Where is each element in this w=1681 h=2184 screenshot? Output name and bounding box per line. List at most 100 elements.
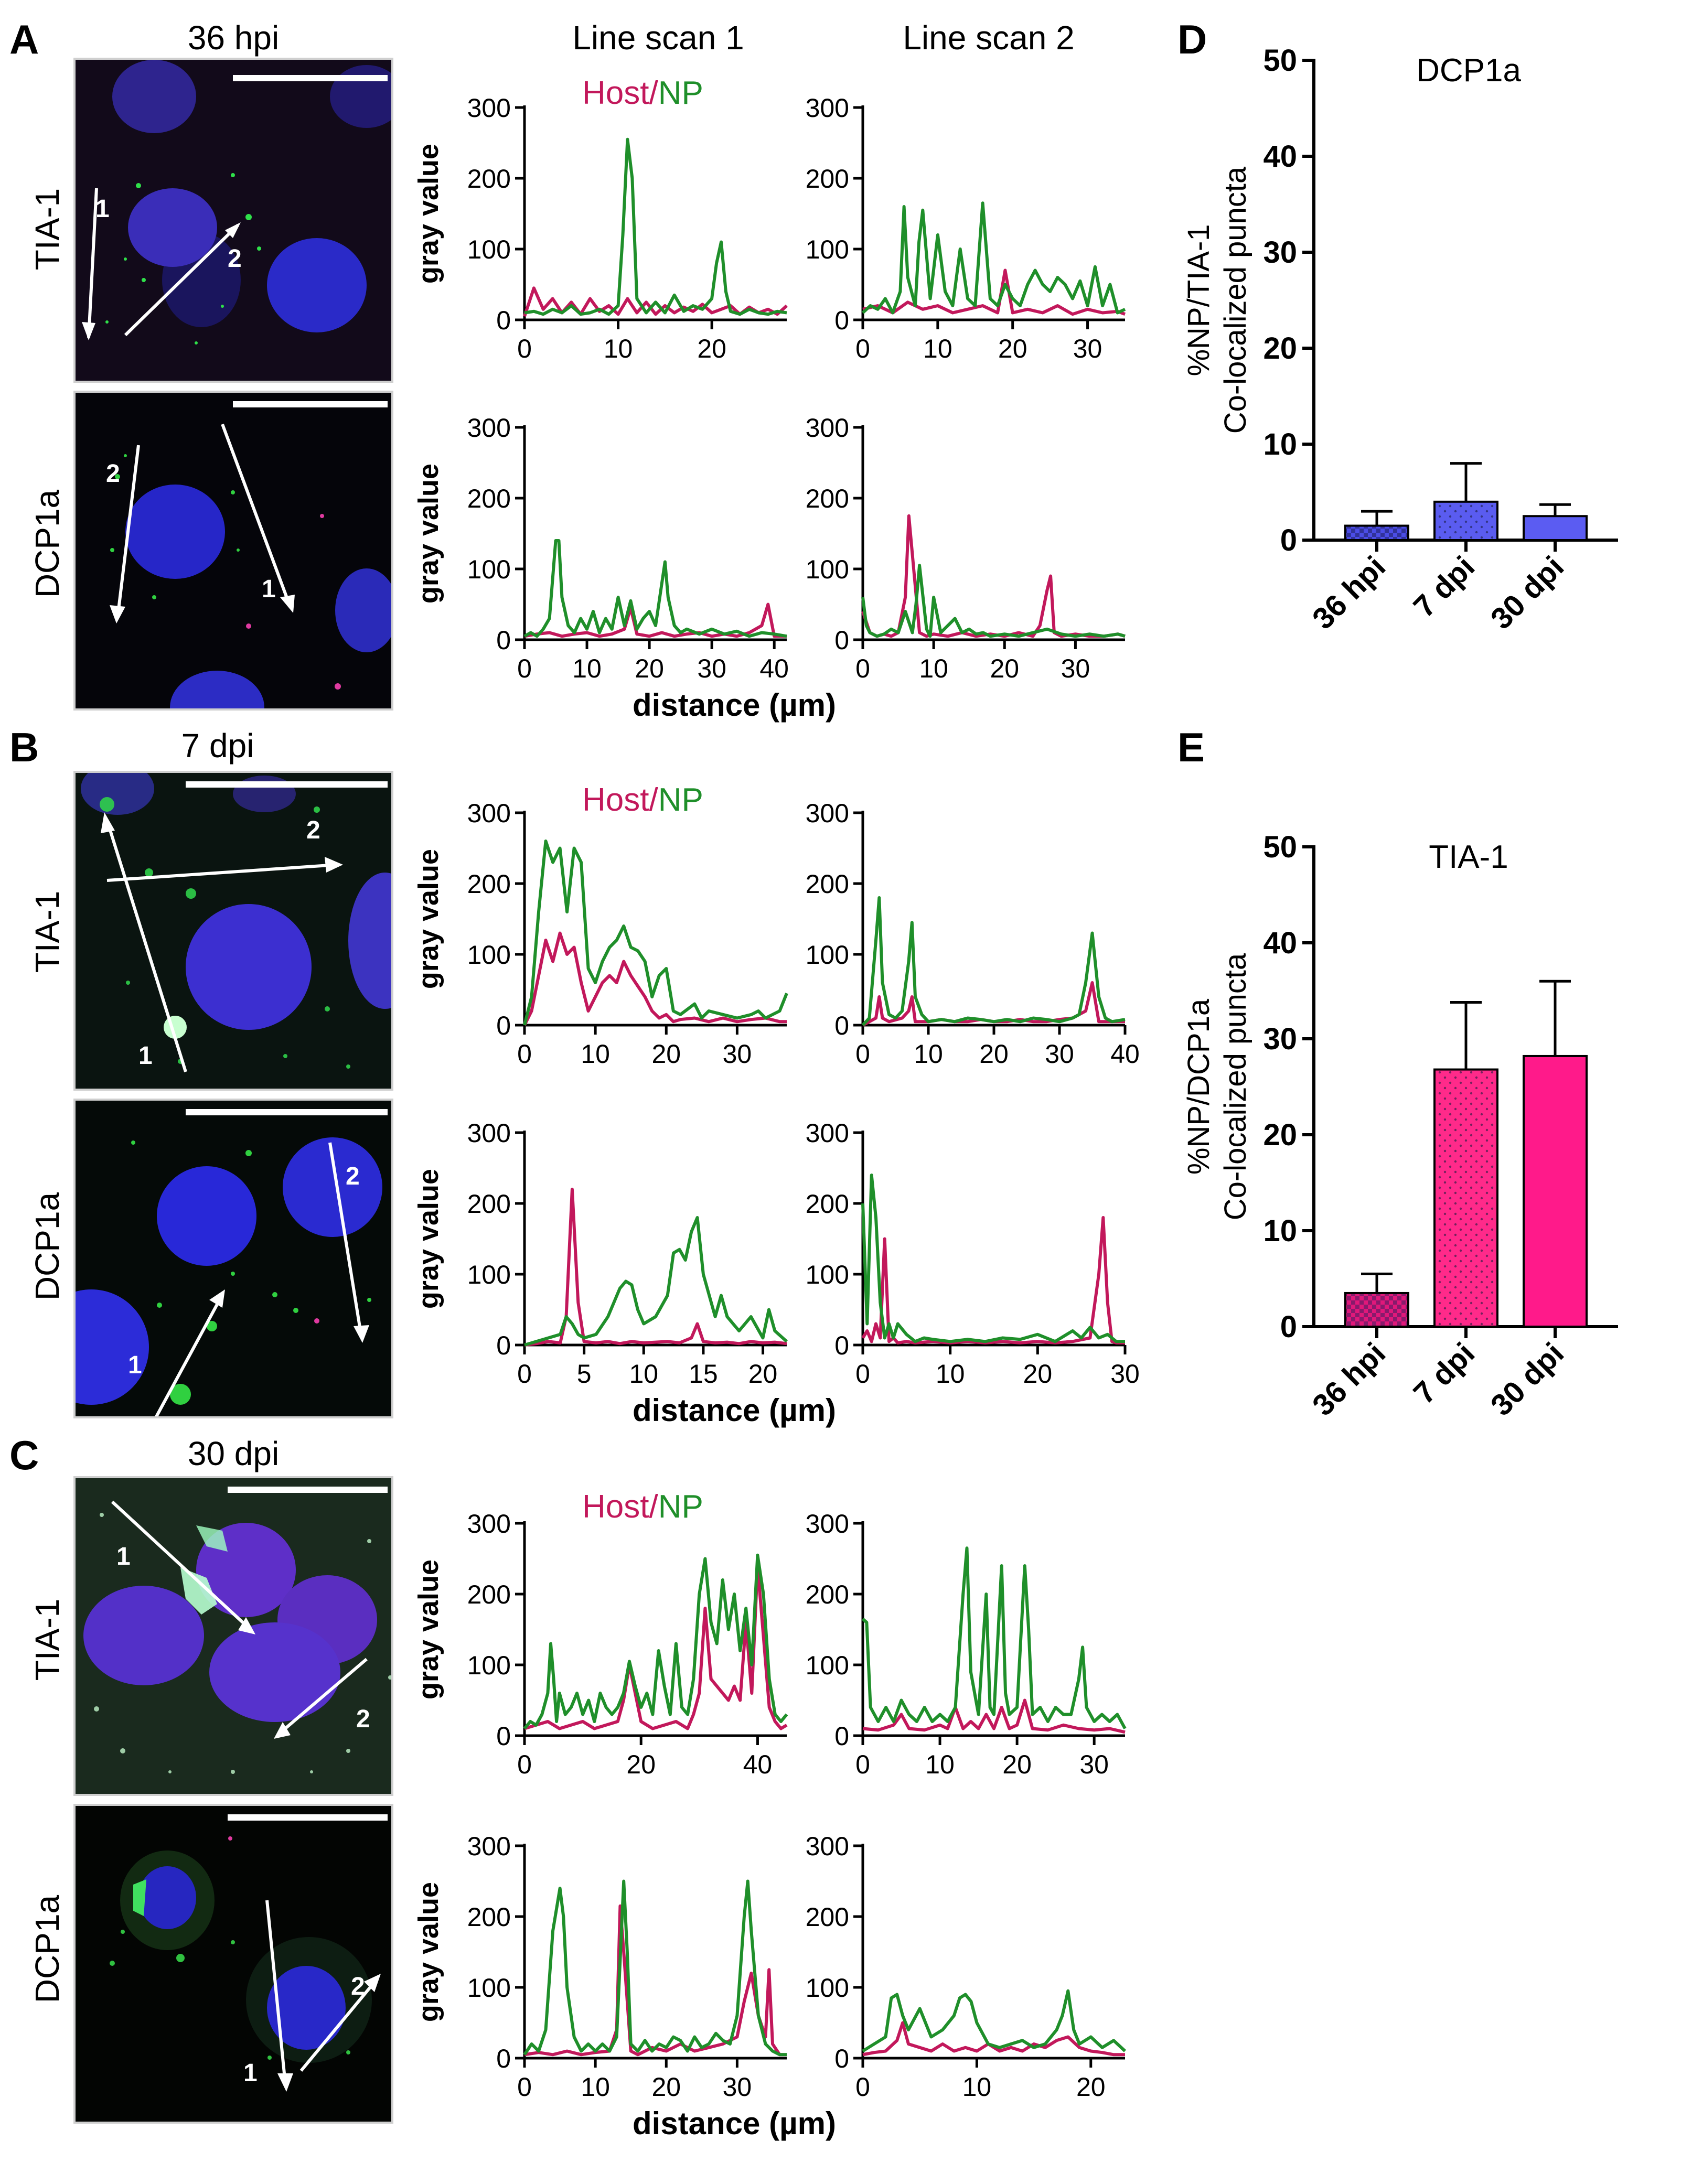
x-tick-label: 0: [517, 1359, 532, 1389]
y-tick-label: 200: [806, 484, 849, 513]
x-tick-label: 30: [723, 2072, 752, 2102]
micrograph-b-tia: 1 2: [73, 771, 393, 1091]
y-tick-label: 0: [1280, 1310, 1297, 1344]
x-tick-label: 30: [1079, 1750, 1109, 1779]
x-tick-label: 15: [689, 1359, 718, 1389]
y-tick-label: 200: [467, 1902, 511, 1932]
chart-title: DCP1a: [1416, 52, 1521, 89]
x-tick-label: 7 dpi: [1407, 550, 1482, 624]
series-line-host: [524, 603, 787, 638]
series-line-np: [523, 840, 788, 1026]
x-tick-label: 0: [517, 1750, 532, 1779]
x-tick-label: 10: [962, 2072, 992, 2102]
bar-7-dpi: [1433, 500, 1498, 541]
y-axis-label: %NP/TIA-1: [1182, 224, 1216, 376]
x-axis-label: distance (µm): [633, 687, 836, 723]
y-tick-label: 200: [806, 1902, 849, 1932]
series-line-host: [862, 1698, 1126, 1734]
line-scan-2-title: Line scan 2: [903, 19, 1075, 57]
y-axis-label: Co-localized puncta: [1218, 953, 1252, 1220]
x-tick-label: 0: [855, 334, 870, 363]
bar-36-hpi: [1344, 524, 1409, 541]
legend-np: NP: [658, 782, 703, 818]
y-tick-label: 0: [834, 1331, 849, 1360]
y-tick-label: 200: [467, 164, 511, 193]
panel-letter-b: B: [9, 724, 39, 770]
y-tick-label: 300: [806, 1118, 849, 1148]
x-tick-label: 20: [979, 1039, 1009, 1069]
panel-letter-e: E: [1177, 724, 1205, 770]
x-tick-label: 20: [651, 2072, 681, 2102]
x-tick-label: 20: [1023, 1359, 1053, 1389]
y-tick-label: 200: [467, 1189, 511, 1219]
y-tick-label: 0: [496, 1011, 511, 1040]
x-tick-label: 10: [604, 334, 633, 363]
x-tick-label: 20: [990, 654, 1019, 683]
y-tick-label: 0: [496, 2044, 511, 2073]
line-plot-a-dcp1a-2: 0 100 200 300 0 10 20 30: [806, 413, 1126, 683]
x-tick-label: 10: [629, 1359, 658, 1389]
x-tick-label: 20: [651, 1039, 681, 1069]
line-scan-1-title: Line scan 1: [572, 19, 744, 57]
arrow-label-two: 2: [346, 1163, 360, 1190]
series-line-np: [861, 1546, 1127, 1729]
y-tick-label: 100: [467, 555, 511, 584]
y-tick-label: 0: [834, 1011, 849, 1040]
y-tick-label: 200: [467, 1580, 511, 1609]
x-tick-label: 10: [914, 1039, 943, 1069]
x-tick-label: 20: [998, 334, 1027, 363]
y-tick-label: 300: [467, 413, 511, 443]
y-tick-label: 10: [1263, 1214, 1297, 1248]
y-tick-label: 0: [834, 2044, 849, 2073]
line-plot-b-dcp1a-1: 0 100 200 300 0 5 10 15 20 gray value: [413, 1118, 788, 1389]
y-tick-label: 300: [467, 1509, 511, 1539]
series-line-np: [524, 1216, 788, 1347]
y-tick-label: 20: [1263, 331, 1297, 365]
series-line-host: [524, 1188, 787, 1347]
series-line-np: [861, 896, 1126, 1027]
y-axis-label: gray value: [413, 849, 444, 989]
arrow-label-two: 2: [106, 460, 120, 488]
x-tick-label: 10: [581, 2072, 610, 2102]
y-axis-label: gray value: [413, 1882, 444, 2022]
y-tick-label: 300: [806, 1509, 849, 1539]
x-tick-label: 20: [1076, 2072, 1106, 2102]
x-tick-label: 0: [517, 1039, 532, 1069]
arrow-label-two: 2: [228, 245, 242, 273]
legend-host: Host: [582, 75, 649, 111]
y-tick-label: 50: [1263, 44, 1297, 78]
y-tick-label: 300: [467, 1832, 511, 1861]
line-plot-c-dcp1a-2: 0 100 200 300 0 10 20: [806, 1832, 1127, 2102]
y-tick-label: 100: [806, 555, 849, 584]
line-plot-b-dcp1a-2: 0 100 200 300 0 10 20 30: [806, 1118, 1140, 1389]
arrow-label-two: 2: [356, 1705, 370, 1733]
arrow-label-one: 1: [95, 195, 110, 223]
y-tick-label: 30: [1263, 235, 1297, 270]
legend-host-np-b: Host/NP: [582, 781, 703, 819]
y-tick-label: 0: [496, 1331, 511, 1360]
legend-np: NP: [658, 75, 703, 111]
y-tick-label: 300: [467, 93, 511, 123]
series-line-np: [861, 1174, 1125, 1343]
x-tick-label: 0: [855, 1750, 870, 1779]
x-tick-label: 30 dpi: [1484, 550, 1570, 636]
x-tick-label: 0: [855, 2072, 870, 2102]
series-line-host: [861, 1216, 1125, 1344]
line-plot-c-tia-1: 0 100 200 300 0 20 40 gray value: [413, 1509, 788, 1779]
x-tick-label: 30: [1110, 1359, 1140, 1389]
y-tick-label: 200: [806, 1189, 849, 1219]
arrow-label-two: 2: [306, 816, 320, 844]
y-axis-label: gray value: [413, 464, 444, 604]
y-tick-label: 300: [806, 93, 849, 123]
line-plot-a-tia-1: 0 100 200 300 0 10 20 gray value: [413, 93, 788, 363]
x-tick-label: 30: [723, 1039, 752, 1069]
y-tick-label: 300: [806, 1832, 849, 1861]
y-tick-label: 0: [496, 306, 511, 335]
y-tick-label: 0: [496, 626, 511, 655]
y-axis-label: gray value: [413, 1559, 444, 1699]
series-line-np: [861, 564, 1126, 638]
arrow-label-one: 1: [116, 1543, 131, 1570]
arrow-label-one: 1: [243, 2059, 258, 2087]
panel-letter-a: A: [9, 16, 39, 62]
